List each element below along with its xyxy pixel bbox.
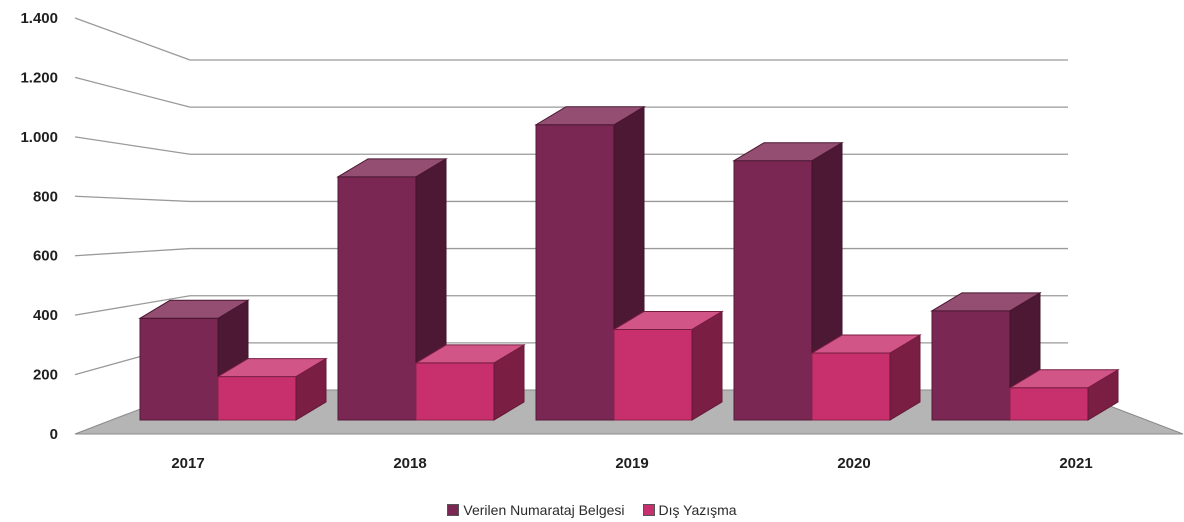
bar-front-face bbox=[1009, 387, 1089, 421]
bar-side-face bbox=[691, 310, 723, 421]
bar-top-face bbox=[414, 344, 526, 364]
bar-1-2021 bbox=[930, 291, 1042, 421]
y-tick-label: 1.200 bbox=[20, 69, 58, 86]
x-tick-label: 2018 bbox=[393, 455, 426, 472]
y-tick-label: 400 bbox=[33, 307, 58, 324]
bar-top-face bbox=[612, 310, 724, 330]
legend-swatch-series-2 bbox=[642, 504, 655, 516]
bar-top-face bbox=[732, 142, 844, 162]
legend: Verilen Numarataj Belgesi Dış Yazışma bbox=[0, 499, 1184, 521]
gridline-diagonal bbox=[74, 17, 191, 61]
gridline-diagonal bbox=[74, 76, 191, 108]
y-tick-label: 1.400 bbox=[20, 10, 58, 27]
bar-top-face bbox=[930, 292, 1042, 312]
legend-item-series-1: Verilen Numarataj Belgesi bbox=[447, 502, 625, 518]
bar-front-face bbox=[217, 376, 297, 421]
gridline-diagonal bbox=[74, 136, 191, 155]
bar-front-face bbox=[337, 176, 417, 421]
bar-2-2018 bbox=[414, 344, 526, 421]
legend-swatch-series-1 bbox=[447, 504, 460, 516]
gridline-diagonal bbox=[74, 195, 191, 203]
gridline-diagonal bbox=[74, 247, 191, 257]
y-tick-label: 1.000 bbox=[20, 129, 58, 146]
bar-1-2020 bbox=[732, 141, 844, 421]
y-tick-label: 200 bbox=[33, 367, 58, 384]
bar-1-2017 bbox=[138, 299, 250, 421]
bar-top-face bbox=[336, 158, 448, 178]
bar-2-2019 bbox=[612, 310, 724, 421]
bar-1-2018 bbox=[336, 157, 448, 421]
y-tick-label: 800 bbox=[33, 188, 58, 205]
gridline-diagonal bbox=[74, 295, 191, 316]
bar-front-face bbox=[139, 317, 219, 421]
bars bbox=[138, 105, 1120, 421]
bar-2-2020 bbox=[810, 334, 922, 421]
bar-2-2021 bbox=[1008, 368, 1120, 421]
legend-label-series-1: Verilen Numarataj Belgesi bbox=[463, 502, 625, 518]
bar-2-2017 bbox=[216, 357, 328, 421]
legend-item-series-2: Dış Yazışma bbox=[642, 502, 737, 518]
bar-front-face bbox=[535, 124, 615, 421]
bar-top-face bbox=[1008, 369, 1120, 389]
bar-top-face bbox=[534, 106, 646, 126]
bar-front-face bbox=[811, 352, 891, 421]
bar-top-face bbox=[810, 334, 922, 354]
y-tick-label: 600 bbox=[33, 248, 58, 265]
y-axis-ticks: 0 200 400 600 800 1.000 1.200 1.400 bbox=[20, 10, 58, 443]
x-axis-categories: 2017 2018 2019 2020 2021 bbox=[171, 455, 1092, 472]
x-tick-label: 2020 bbox=[837, 455, 870, 472]
legend-label-series-2: Dış Yazışma bbox=[658, 502, 737, 518]
x-tick-label: 2017 bbox=[171, 455, 204, 472]
bar-top-face bbox=[138, 299, 250, 319]
bar-front-face bbox=[613, 328, 693, 421]
x-tick-label: 2019 bbox=[615, 455, 648, 472]
bar-front-face bbox=[931, 310, 1011, 421]
bar-front-face bbox=[733, 160, 813, 421]
x-tick-label: 2021 bbox=[1059, 455, 1092, 472]
bar-top-face bbox=[216, 358, 328, 378]
y-tick-label: 0 bbox=[50, 426, 58, 443]
bar-front-face bbox=[415, 362, 495, 421]
